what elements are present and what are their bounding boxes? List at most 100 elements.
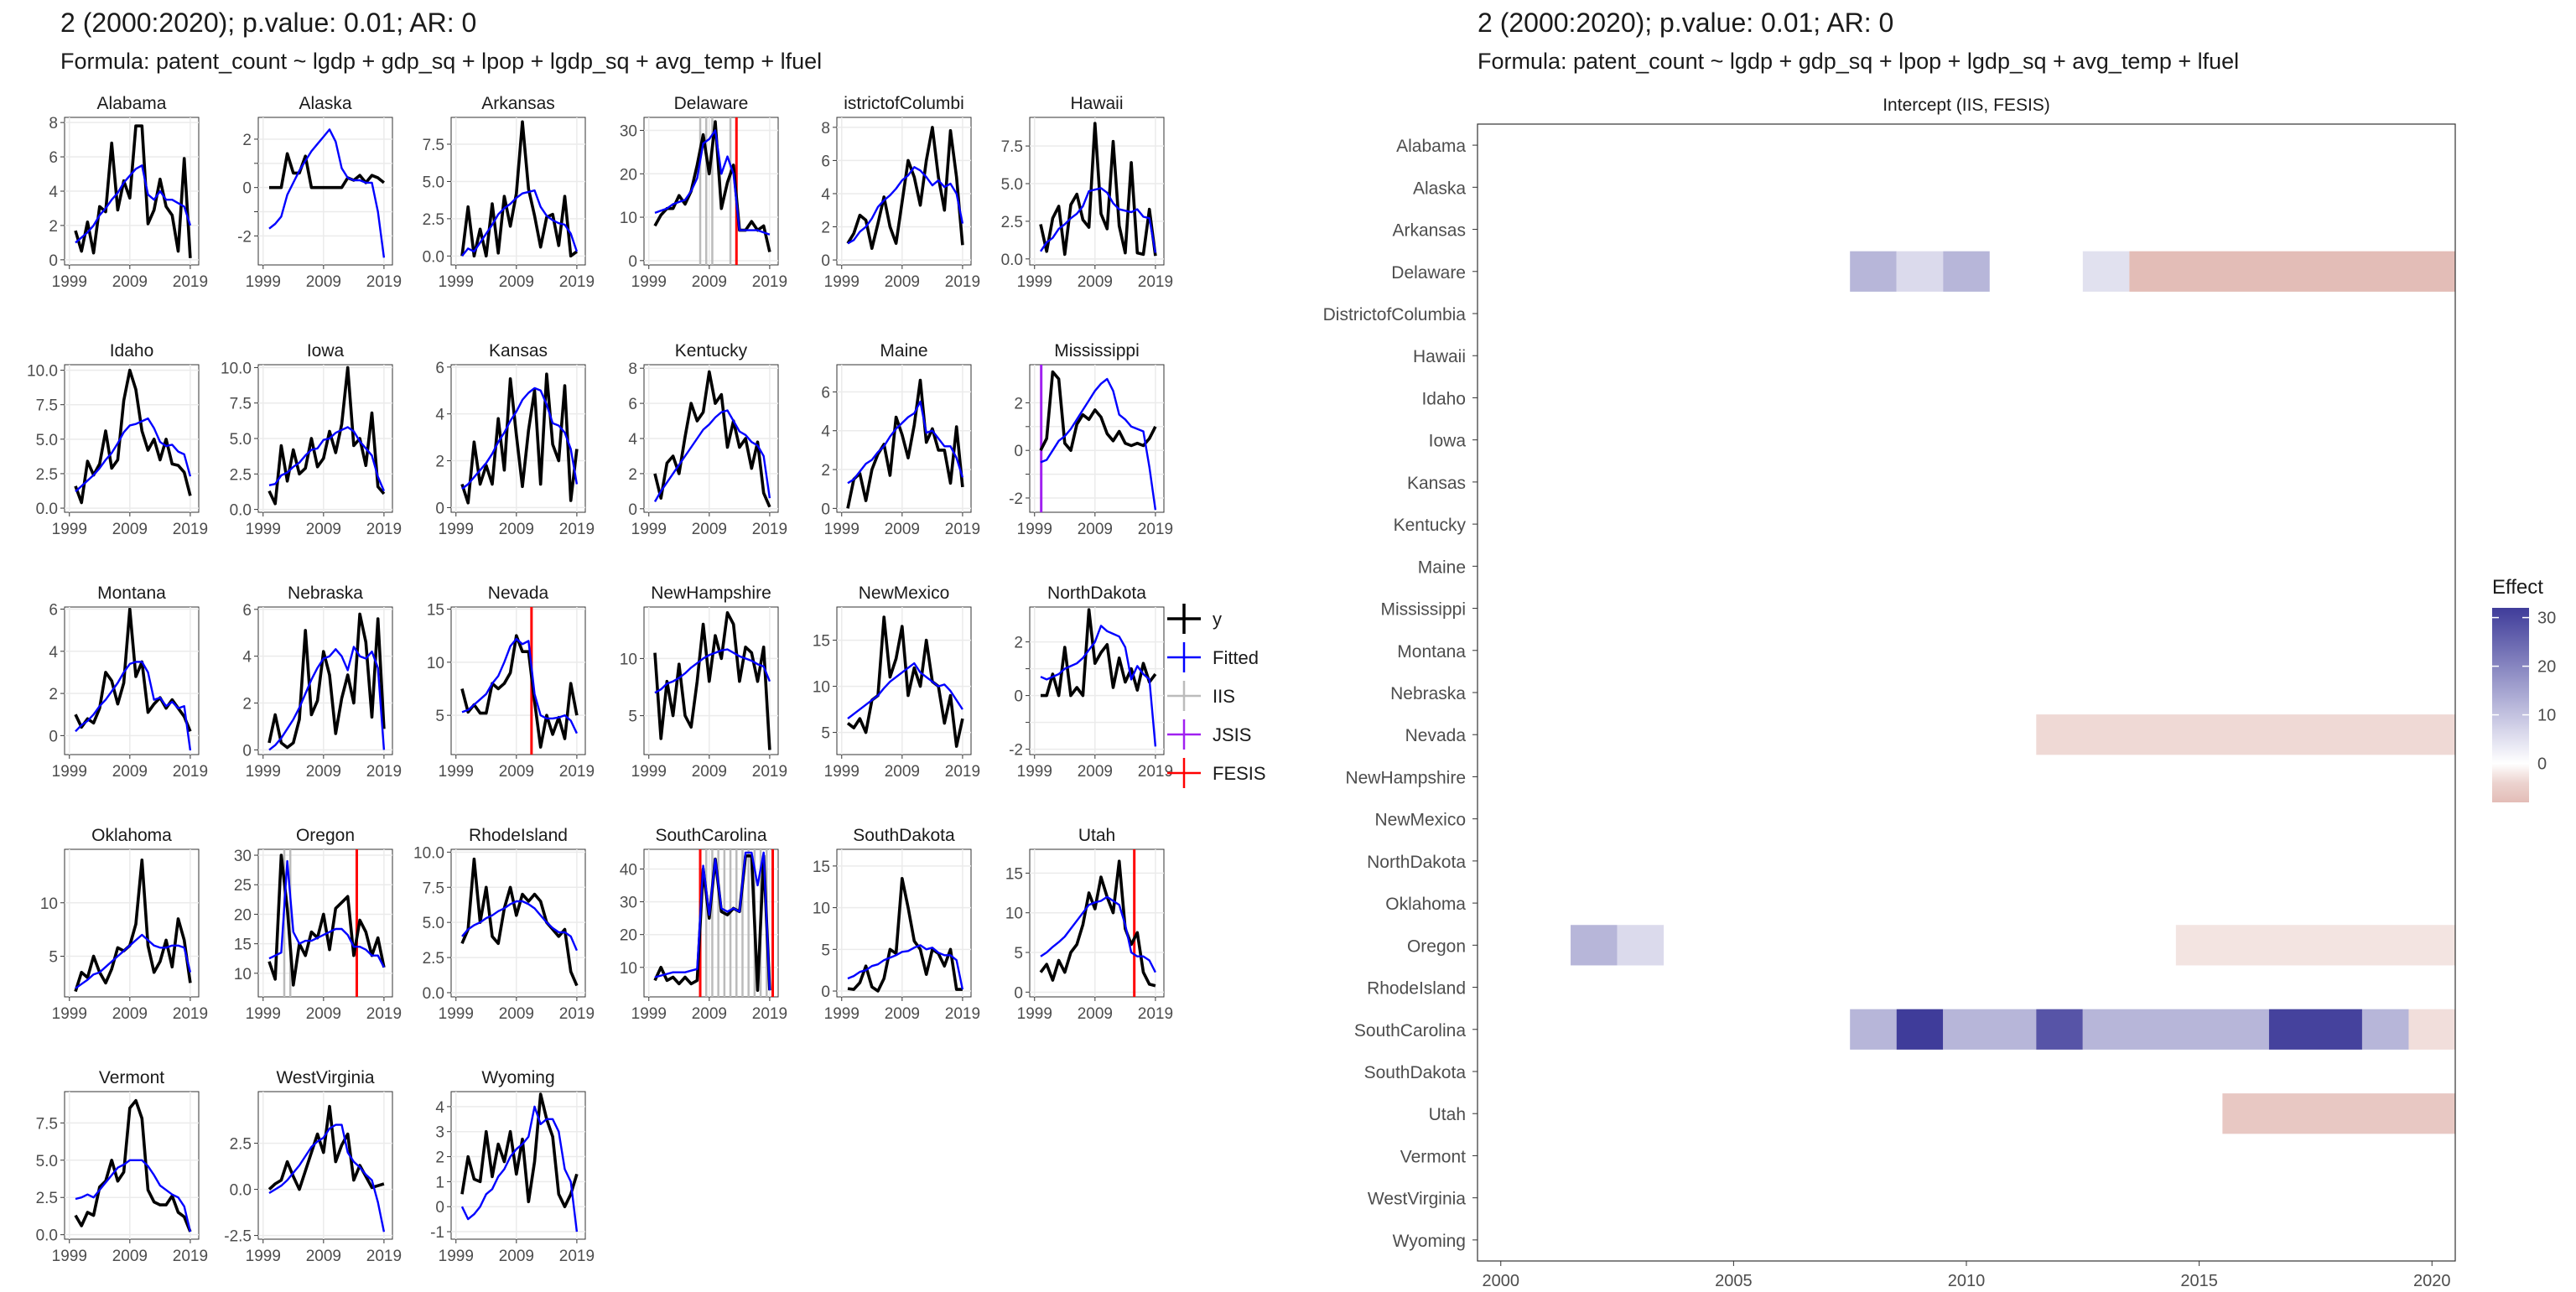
- y-tick-label: 15: [427, 602, 444, 620]
- y-tick-label: 5: [1014, 945, 1023, 963]
- x-tick-label: 2019: [945, 1005, 980, 1023]
- y-tick-label: 2: [435, 454, 444, 471]
- y-tick-label: 2: [49, 686, 58, 703]
- heatmap-cell: [1943, 252, 1990, 292]
- facet-title: Nevada: [488, 584, 549, 603]
- heatmap-row-label: Delaware: [1391, 263, 1466, 283]
- facet-nevada: Nevada51015199920092019: [427, 584, 595, 781]
- x-tick-label: 1999: [824, 763, 860, 781]
- y-tick-label: 10: [813, 900, 830, 918]
- x-tick-label: 2009: [692, 521, 727, 538]
- y-tick-label: 10: [427, 655, 444, 672]
- y-tick-label: -2: [237, 228, 252, 246]
- heatmap-row-label: Nevada: [1405, 726, 1467, 745]
- facet-iowa: Iowa0.02.55.07.510.0199920092019: [221, 341, 402, 538]
- heatmap-row-label: Montana: [1397, 642, 1466, 662]
- y-tick-label: 0: [628, 253, 637, 271]
- x-tick-label: 2009: [885, 1005, 920, 1023]
- facet-title: Vermont: [99, 1068, 164, 1087]
- x-tick-label: 2009: [885, 273, 920, 291]
- y-tick-label: 2.5: [423, 950, 444, 968]
- y-tick-label: 5: [435, 708, 444, 725]
- x-tick-label: 1999: [824, 273, 860, 291]
- x-tick-label: 2019: [173, 1005, 208, 1023]
- facet-title: NewMexico: [859, 584, 950, 603]
- facet-title: Maine: [880, 341, 927, 361]
- heatmap-title: Intercept (IIS, FESIS): [1883, 96, 2050, 115]
- x-tick-label: 2019: [1138, 273, 1173, 291]
- x-tick-label: 2009: [1078, 273, 1113, 291]
- heatmap-row-label: Hawaii: [1413, 347, 1466, 366]
- legend-item-fitted: Fitted: [1167, 642, 1259, 672]
- legend-label: JSIS: [1213, 724, 1251, 745]
- facet-title: WestVirginia: [276, 1068, 374, 1087]
- y-tick-label: 4: [435, 1099, 444, 1117]
- y-tick-label: 0.0: [1001, 252, 1023, 269]
- heatmap-row-label: Alaska: [1413, 179, 1466, 198]
- x-tick-label: 2009: [306, 1005, 341, 1023]
- y-tick-label: 0.0: [36, 501, 58, 518]
- y-tick-label: 0.0: [230, 1182, 252, 1200]
- y-tick-label: 10.0: [27, 363, 58, 381]
- x-tick-label: 2009: [499, 521, 534, 538]
- facet-title: SouthDakota: [853, 826, 955, 845]
- y-tick-label: 5.0: [36, 432, 58, 449]
- x-tick-label: 1999: [631, 521, 667, 538]
- facet-title: Arkansas: [481, 94, 555, 113]
- x-tick-label: 2019: [366, 273, 402, 291]
- y-tick-label: 5.0: [423, 174, 444, 191]
- effect-legend-tick: 20: [2537, 658, 2556, 677]
- x-tick-label: 2019: [1138, 763, 1173, 781]
- effect-legend-title: Effect: [2492, 576, 2543, 599]
- y-tick-label: 7.5: [36, 397, 58, 415]
- heatmap-row-label: Kansas: [1407, 474, 1466, 493]
- y-tick-label: 15: [813, 633, 830, 651]
- y-tick-label: 0.0: [36, 1227, 58, 1245]
- facet-utah: Utah051015199920092019: [1005, 826, 1173, 1023]
- x-tick-label: 1999: [439, 273, 474, 291]
- effect-color-legend: Effect0102030: [2492, 576, 2556, 802]
- heatmap-row-label: SouthCarolina: [1354, 1021, 1466, 1040]
- heatmap-cell: [1897, 1009, 1944, 1050]
- y-tick-label: 0: [1014, 984, 1023, 1002]
- y-tick-label: 0.0: [423, 248, 444, 266]
- heatmap-row-label: NewMexico: [1374, 811, 1466, 830]
- facet-alabama: Alabama02468199920092019: [49, 94, 208, 291]
- legend-item-y: y: [1167, 604, 1222, 634]
- facet-westvirginia: WestVirginia-2.50.02.5199920092019: [224, 1068, 402, 1265]
- legend-label: FESIS: [1213, 763, 1266, 784]
- x-tick-label: 2019: [559, 1005, 595, 1023]
- heatmap-cell: [2222, 1093, 2455, 1134]
- x-tick-label: 2009: [112, 1005, 148, 1023]
- x-tick-label: 1999: [1017, 273, 1052, 291]
- facet-northdakota: NorthDakota-202199920092019: [1009, 584, 1173, 781]
- heatmap-cell: [2036, 714, 2455, 755]
- x-tick-label: 2009: [885, 521, 920, 538]
- y-tick-label: -2: [1009, 742, 1023, 760]
- y-tick-label: 0: [435, 500, 444, 517]
- facet-title: Alabama: [97, 94, 167, 113]
- y-tick-label: 0: [49, 252, 58, 270]
- y-tick-label: 5.0: [1001, 176, 1023, 194]
- x-tick-label: 2009: [306, 273, 341, 291]
- y-tick-label: 20: [234, 906, 252, 924]
- x-tick-label: 1999: [631, 1005, 667, 1023]
- heatmap-row-label: Nebraska: [1390, 684, 1466, 703]
- y-tick-label: 6: [49, 602, 58, 620]
- facet-southcarolina: SouthCarolina10203040199920092019: [620, 826, 787, 1023]
- y-tick-label: 6: [49, 149, 58, 167]
- y-tick-label: 25: [234, 877, 252, 895]
- heatmap-x-tick-label: 2005: [1715, 1272, 1753, 1288]
- x-tick-label: 2019: [752, 763, 787, 781]
- y-tick-label: 8: [49, 115, 58, 132]
- y-tick-label: 0: [242, 742, 252, 760]
- y-tick-label: -2: [1009, 490, 1023, 508]
- x-tick-label: 1999: [439, 1248, 474, 1265]
- y-tick-label: 4: [49, 644, 58, 662]
- heatmap-cell: [2269, 1009, 2362, 1050]
- facet-newmexico: NewMexico51015199920092019: [813, 584, 980, 781]
- x-tick-label: 2009: [692, 763, 727, 781]
- heatmap-row-label: Alabama: [1396, 137, 1466, 156]
- y-tick-label: 2: [628, 466, 637, 484]
